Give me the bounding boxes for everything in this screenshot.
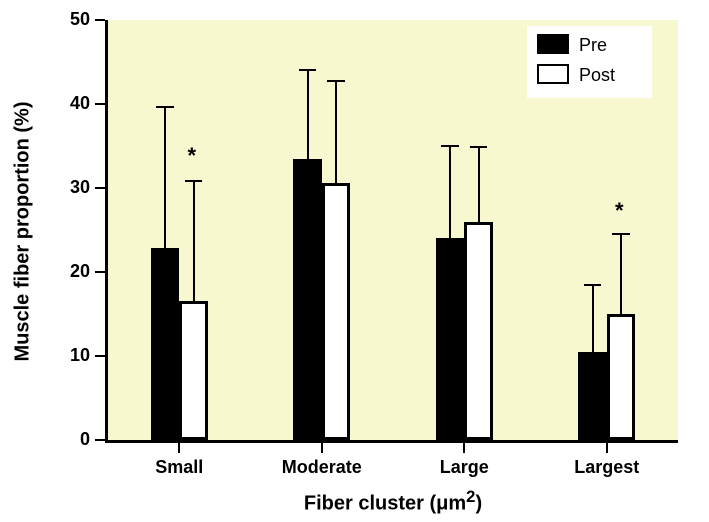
legend-swatch [537,64,569,84]
x-tick-label: Moderate [251,457,394,478]
bar-pre [293,159,322,440]
y-tick [95,439,105,441]
error-bar-stem [307,69,309,159]
x-tick [321,443,323,453]
error-bar-cap [612,233,629,235]
y-tick-label: 10 [40,345,90,366]
bar-pre [151,248,180,440]
y-tick [95,103,105,105]
error-bar-cap [185,180,202,182]
error-bar-cap [299,69,316,71]
x-axis-label: Fiber cluster (μm2) [108,487,678,516]
bar-post [607,314,636,440]
x-tick [463,443,465,453]
x-axis-label-prefix: Fiber cluster ( [304,493,436,515]
y-axis-line [105,20,108,443]
error-bar-cap [470,146,487,148]
error-bar-cap [584,284,601,286]
bar-chart: * * 0 10 20 30 40 50 SmallModerateLargeLargest Mu… [0,0,709,522]
x-tick-label: Large [393,457,536,478]
x-tick [606,443,608,453]
bar-post [179,301,208,440]
legend-label: Pre [579,35,607,56]
y-tick-label: 0 [40,429,90,450]
y-axis-label: Muscle fiber proportion (%) [12,72,35,392]
x-tick-label: Largest [536,457,679,478]
y-tick-label: 50 [40,9,90,30]
bar-pre [578,352,607,440]
error-bar-stem [449,145,451,237]
x-axis-label-suffix: ) [475,493,482,515]
error-bar-cap [441,145,458,147]
y-tick-label: 20 [40,261,90,282]
y-tick [95,355,105,357]
error-bar-cap [327,80,344,82]
y-tick [95,19,105,21]
y-tick-label: 40 [40,93,90,114]
y-tick [95,187,105,189]
error-bar-cap [156,106,173,108]
x-axis-label-unit: μm [436,493,466,515]
error-bar-stem [335,80,337,183]
error-bar-stem [620,233,622,314]
error-bar-stem [592,284,594,352]
legend-swatch [537,34,569,54]
significance-marker: * [615,198,624,224]
error-bar-stem [478,146,480,222]
bar-pre [436,238,465,440]
x-tick [178,443,180,453]
significance-marker: * [188,143,197,169]
error-bar-stem [193,180,195,302]
legend-label: Post [579,65,615,86]
y-tick [95,271,105,273]
bar-post [322,183,351,440]
x-tick-label: Small [108,457,251,478]
error-bar-stem [164,106,166,249]
y-tick-label: 30 [40,177,90,198]
x-axis-line [105,440,678,443]
bar-post [464,222,493,440]
